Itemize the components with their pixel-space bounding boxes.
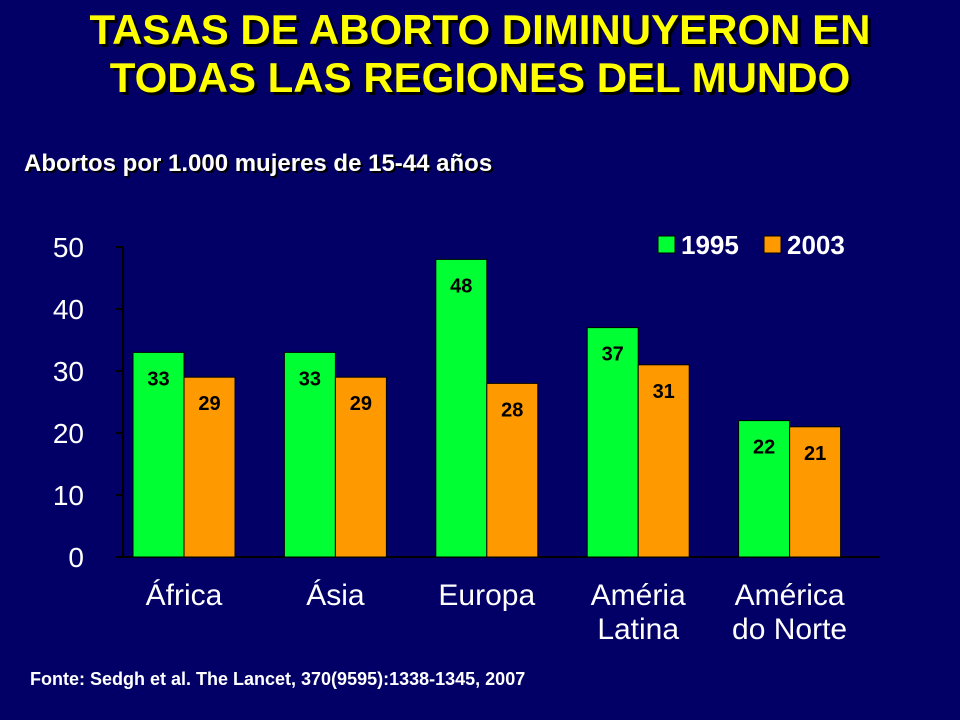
x-tick-label: do Norte — [732, 613, 847, 646]
data-label-2003: 29 — [350, 393, 372, 415]
x-tick-label: América — [735, 579, 845, 612]
legend-swatch-1995 — [657, 235, 676, 254]
bar-2003 — [486, 382, 539, 558]
chart-subtitle: Abortos por 1.000 mujeres de 15-44 años — [24, 150, 493, 177]
title-line-1: TASAS DE ABORTO DIMINUYERON EN — [89, 6, 871, 53]
data-label-1995: 22 — [753, 437, 775, 459]
y-tick-label: 40 — [53, 294, 84, 325]
data-label-1995: 33 — [299, 368, 321, 390]
legend-label-2003: 2003 — [787, 230, 845, 260]
legend-swatch-2003 — [763, 235, 782, 254]
bar-2003 — [334, 376, 387, 558]
x-tick-label: Latina — [597, 613, 679, 646]
x-tick-label: Améria — [591, 579, 686, 612]
x-tick-label: Europa — [438, 579, 535, 612]
bar-1995 — [435, 258, 488, 558]
data-label-2003: 21 — [804, 443, 826, 465]
y-tick-label: 10 — [53, 480, 84, 511]
source-citation: Fonte: Sedgh et al. The Lancet, 370(9595… — [30, 669, 526, 689]
bar-1995 — [283, 351, 336, 558]
bar-2003 — [637, 364, 690, 558]
data-label-1995: 37 — [602, 344, 624, 366]
data-label-1995: 48 — [450, 275, 472, 297]
data-label-2003: 29 — [198, 393, 220, 415]
data-label-2003: 31 — [653, 381, 675, 403]
title-line-2: TODAS LAS REGIONES DEL MUNDO — [109, 54, 851, 101]
bar-2003 — [183, 376, 236, 558]
slide-title: TASAS DE ABORTO DIMINUYERON EN TODAS LAS… — [0, 6, 960, 102]
bar-1995 — [132, 351, 185, 558]
bar-2003 — [789, 426, 842, 558]
y-tick-label: 30 — [53, 356, 84, 387]
x-tick-label: África — [146, 579, 223, 612]
bar-1995 — [738, 420, 791, 558]
data-label-1995: 33 — [147, 368, 169, 390]
y-tick-label: 0 — [68, 542, 84, 573]
bar-1995 — [586, 327, 639, 558]
y-tick-label: 20 — [53, 418, 84, 449]
legend-label-1995: 1995 — [681, 230, 739, 260]
data-label-2003: 28 — [501, 399, 523, 421]
x-tick-label: Ásia — [306, 579, 365, 612]
y-tick-label: 50 — [53, 232, 84, 263]
